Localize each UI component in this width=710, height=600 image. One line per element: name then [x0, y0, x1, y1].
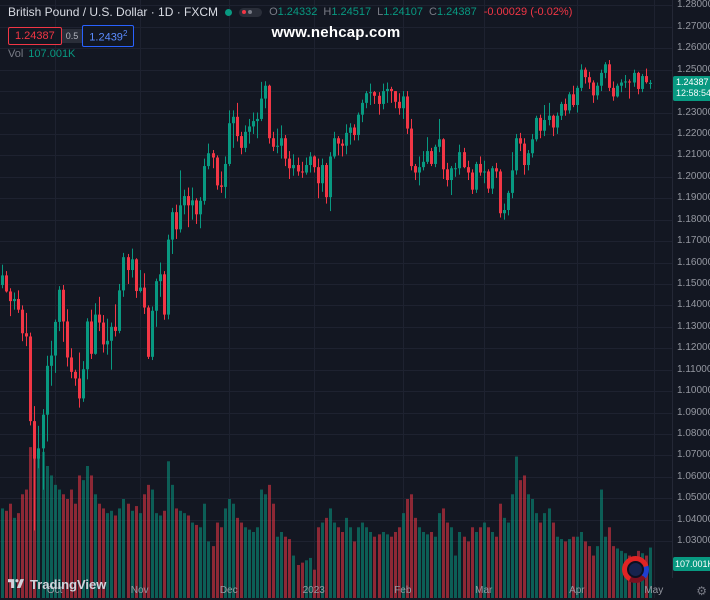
tradingview-logo[interactable]: TradingView: [8, 577, 106, 592]
price-tick-label: 1.12000: [677, 342, 710, 354]
idle-dot-icon: [248, 10, 253, 14]
price-tick-label: 1.06000: [677, 470, 710, 482]
volume-axis-label: 107.001K: [673, 557, 710, 571]
time-tick-label: 2023: [302, 585, 325, 596]
price-tick-label: 1.16000: [677, 256, 710, 268]
price-tick-label: 1.17000: [677, 235, 710, 247]
price-tick-label: 1.19000: [677, 192, 710, 204]
price-tick-label: 1.10000: [677, 385, 710, 397]
bar-countdown: 12:58:54: [676, 87, 710, 98]
volume-current-value: 107.001K: [28, 48, 76, 60]
sell-button[interactable]: 1.24387: [8, 26, 62, 45]
nehcap-logo-center: [627, 561, 644, 578]
price-tick-label: 1.25000: [677, 63, 710, 75]
price-tick-label: 1.28000: [677, 0, 710, 11]
symbol-title[interactable]: British Pound / U.S. Dollar · 1D · FXCM: [8, 5, 219, 19]
ohlc-values: O1.24332 H1.24517 L1.24107 C1.24387: [269, 6, 477, 18]
price-tick-label: 1.08000: [677, 427, 710, 439]
price-tick-label: 1.23000: [677, 106, 710, 118]
time-tick-label: Feb: [394, 585, 412, 596]
price-tick-label: 1.20000: [677, 170, 710, 182]
time-tick-label: Oct: [46, 585, 63, 596]
time-tick-label: Nov: [130, 585, 149, 596]
price-tick-label: 1.15000: [677, 277, 710, 289]
time-tick-label: Dec: [219, 585, 238, 596]
market-status-icon[interactable]: [225, 8, 233, 16]
price-tick-label: 1.04000: [677, 513, 710, 525]
price-tick-label: 1.26000: [677, 42, 710, 54]
axis-settings-gear-icon[interactable]: ⚙: [696, 584, 707, 598]
low-value: L1.24107: [377, 6, 423, 18]
price-axis[interactable]: 1.280001.270001.260001.250001.240001.230…: [672, 0, 710, 578]
last-price-label: 1.24387 12:58:54: [673, 75, 710, 101]
price-tick-label: 1.07000: [677, 449, 710, 461]
price-tick-label: 1.13000: [677, 320, 710, 332]
close-value: C1.24387: [429, 6, 477, 18]
price-tick-label: 1.22000: [677, 127, 710, 139]
chart-legend: British Pound / U.S. Dollar · 1D · FXCM …: [8, 5, 572, 19]
last-price-value: 1.24387: [676, 76, 709, 87]
tradingview-mark-icon: [8, 579, 24, 589]
price-tick-label: 1.03000: [677, 535, 710, 547]
high-value: H1.24517: [323, 6, 372, 18]
watermark: www.nehcap.com: [271, 24, 401, 41]
price-tick-label: 1.27000: [677, 20, 710, 32]
notifications-pill-icon[interactable]: [239, 7, 263, 17]
tradingview-logo-text: TradingView: [30, 577, 107, 592]
price-tick-label: 1.05000: [677, 492, 710, 504]
price-tick-label: 1.18000: [677, 213, 710, 225]
time-tick-label: Mar: [475, 585, 493, 596]
price-tick-label: 1.09000: [677, 406, 710, 418]
volume-label: Vol: [8, 48, 24, 60]
nehcap-logo-icon: [622, 556, 649, 583]
time-tick-label: May: [644, 585, 664, 596]
open-value: O1.24332: [269, 6, 318, 18]
trade-panel: 1.24387 0.5 1.24392: [8, 25, 135, 47]
price-tick-label: 1.21000: [677, 149, 710, 161]
volume-legend: Vol 107.001K: [8, 48, 75, 60]
price-tick-label: 1.14000: [677, 299, 710, 311]
buy-button[interactable]: 1.24392: [82, 25, 135, 47]
price-change: -0.00029 (-0.02%): [483, 6, 573, 18]
price-tick-label: 1.11000: [677, 363, 710, 375]
time-tick-label: Apr: [569, 585, 585, 596]
spread-value: 0.5: [61, 28, 83, 43]
time-axis[interactable]: Oct Nov Dec 2023 Feb Mar Apr May: [0, 578, 672, 600]
alert-dot-icon: [242, 10, 247, 14]
